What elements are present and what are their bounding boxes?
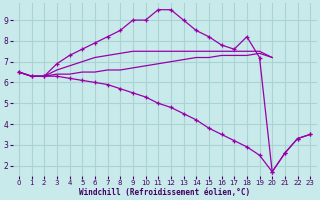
X-axis label: Windchill (Refroidissement éolien,°C): Windchill (Refroidissement éolien,°C) (79, 188, 250, 197)
